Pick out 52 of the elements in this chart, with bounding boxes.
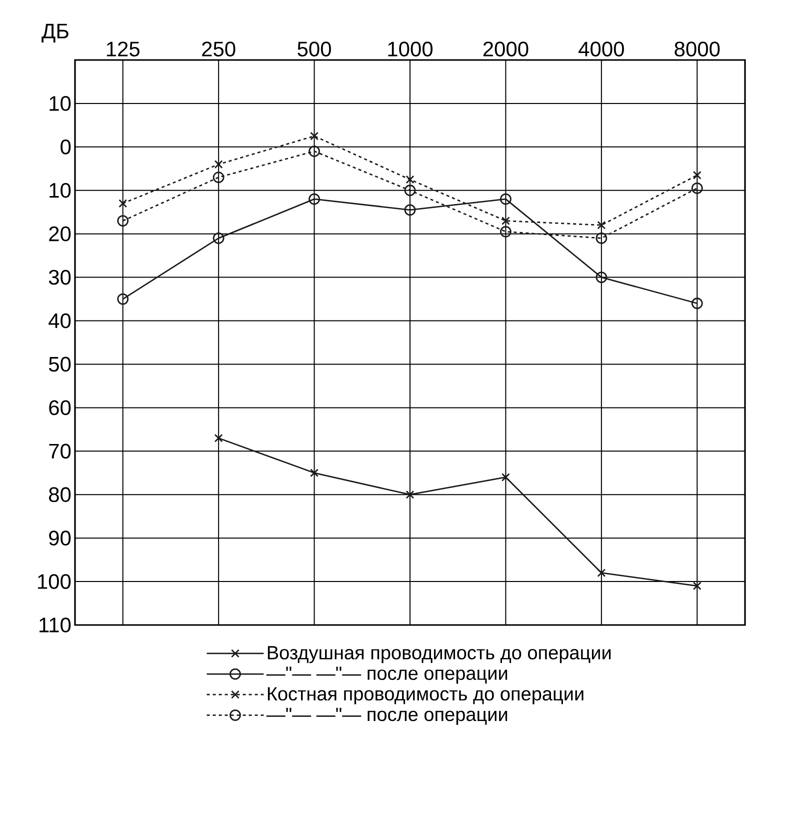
point [404, 184, 416, 196]
y-tick-label: 70 [49, 444, 71, 459]
x-tick-label: 4000 [578, 42, 624, 56]
point [691, 298, 703, 310]
legend-label: —"— —"— после операции [266, 666, 508, 684]
point [118, 199, 128, 208]
x-tick-label: 2000 [483, 42, 528, 56]
point [214, 160, 223, 169]
point [500, 226, 512, 238]
point [214, 434, 223, 442]
point [406, 175, 414, 184]
point [501, 473, 510, 482]
point [308, 146, 320, 157]
point [691, 182, 703, 194]
y-tick-label: 110 [40, 618, 71, 632]
x-tick-label: 125 [106, 42, 140, 56]
point [692, 170, 702, 180]
point [406, 490, 414, 499]
y-tick-label: 10 [50, 182, 71, 198]
x-tick-label: 250 [202, 42, 236, 56]
y-tick-label: 30 [48, 270, 71, 285]
x-tick-label: 8000 [674, 42, 720, 56]
y-tick-label: 90 [49, 530, 71, 546]
y-tick-label: 100 [38, 574, 71, 589]
x-tick-label: 1000 [388, 42, 433, 56]
y-axis-title: ДБ [42, 24, 68, 42]
point [500, 193, 512, 205]
point [501, 216, 510, 226]
y-tick-label: 10 [50, 96, 71, 111]
point [310, 468, 319, 478]
y-tick-label: 40 [48, 313, 71, 328]
point [597, 568, 606, 578]
legend-label: —"— —"— после операции [266, 708, 508, 725]
point [310, 132, 319, 140]
y-tick-label: 0 [60, 139, 71, 154]
x-tick-label: 500 [298, 42, 331, 56]
legend-label: Костная проводимость до операции [268, 687, 584, 704]
point [308, 193, 320, 205]
point [117, 293, 129, 305]
point [596, 232, 608, 244]
point [597, 220, 606, 230]
y-tick-label: 80 [49, 487, 71, 502]
point [117, 215, 129, 227]
y-tick-label: 60 [49, 400, 71, 416]
point [692, 582, 702, 590]
y-tick-label: 20 [49, 226, 71, 242]
point [212, 172, 224, 184]
y-tick-label: 50 [48, 356, 71, 372]
point [596, 272, 608, 284]
point [212, 232, 224, 244]
legend-label: Воздушная проводимость до операции [268, 646, 611, 664]
point [404, 204, 416, 216]
